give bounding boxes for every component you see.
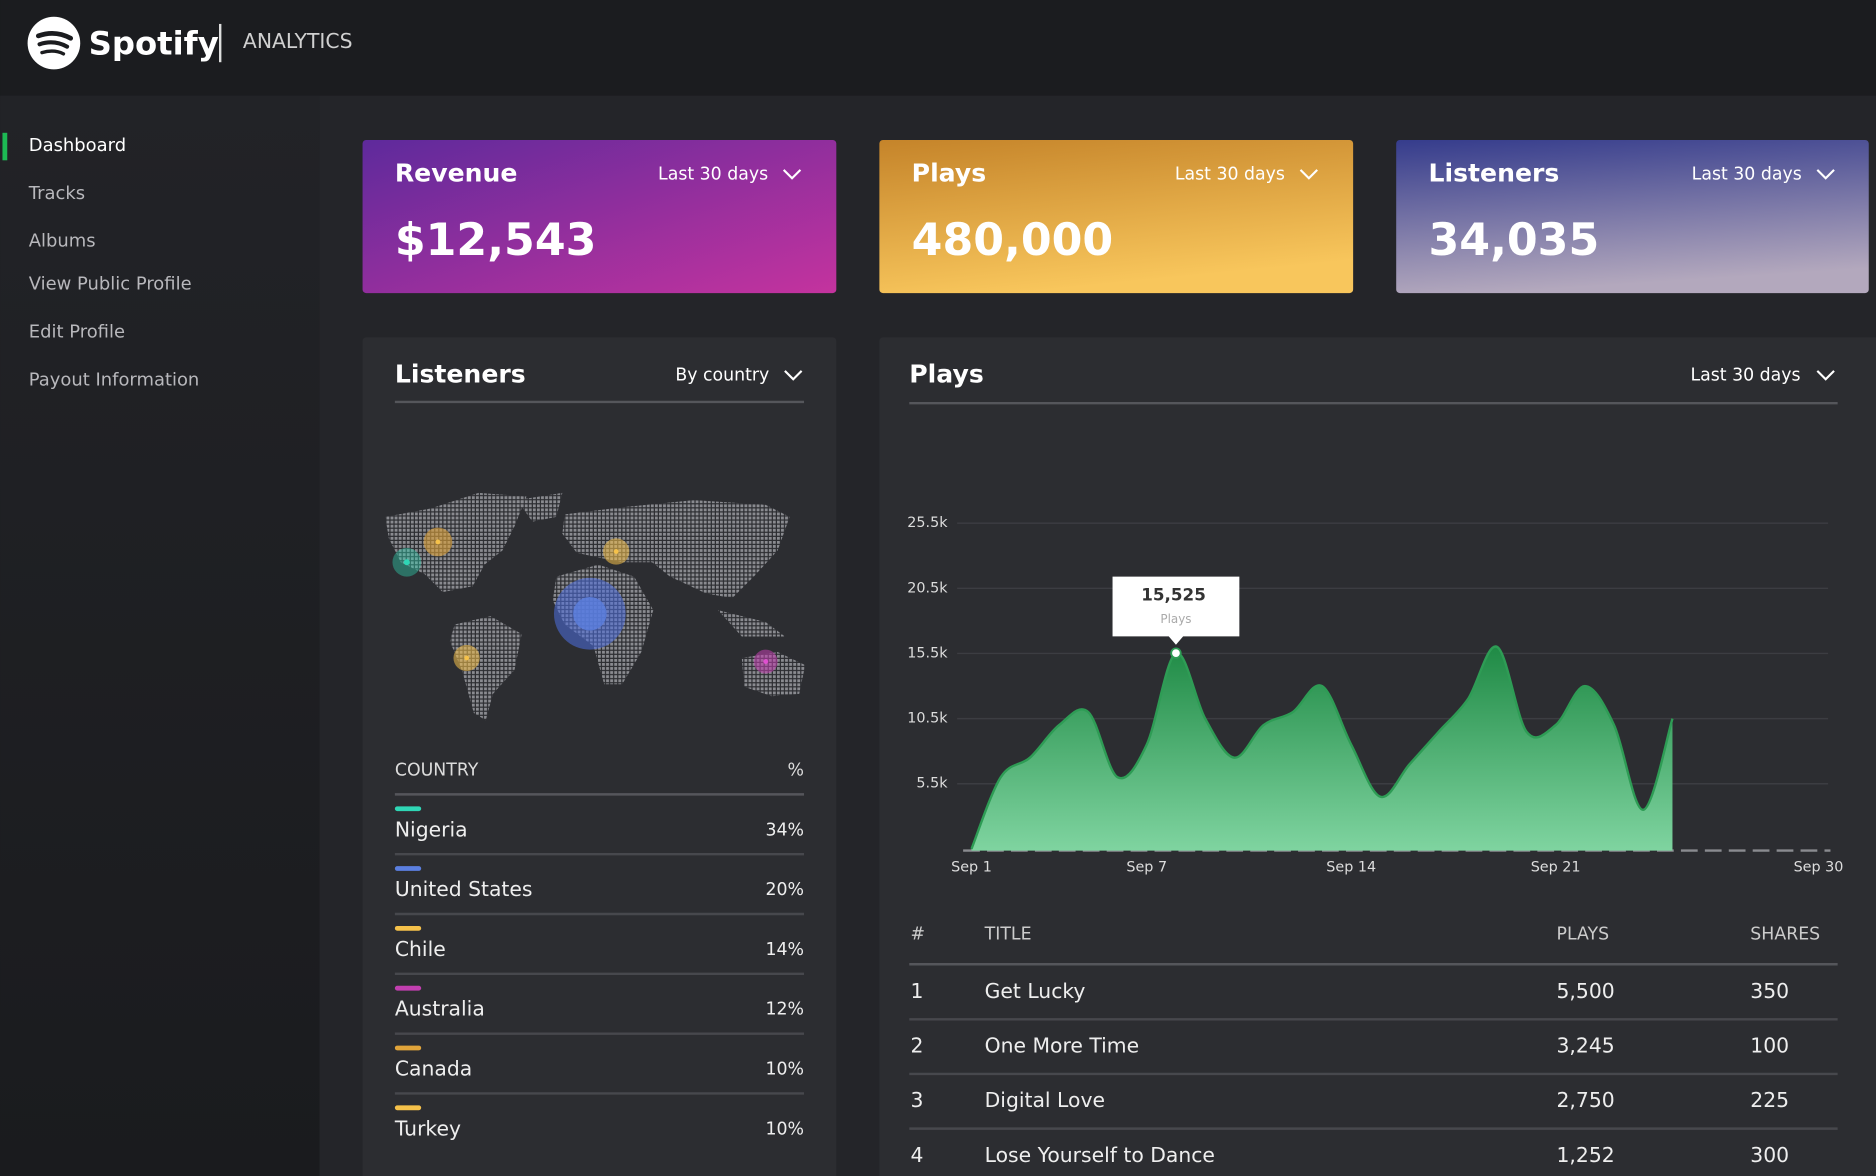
panel-filter: Last 30 days bbox=[1690, 366, 1800, 386]
y-tick-label: 20.5k bbox=[907, 580, 948, 596]
country-name: Canada bbox=[395, 1057, 472, 1081]
track-cell: 100 bbox=[1750, 1033, 1789, 1057]
logo bbox=[27, 16, 81, 70]
track-cell: 1 bbox=[910, 979, 923, 1003]
track-cell: 4 bbox=[910, 1143, 923, 1167]
country-name: Nigeria bbox=[395, 817, 468, 841]
card bbox=[1396, 139, 1869, 294]
card-period: Last 30 days bbox=[658, 165, 768, 185]
nav-item: Albums bbox=[29, 231, 96, 252]
country-share: 12% bbox=[765, 1000, 804, 1020]
country-name: Turkey bbox=[394, 1116, 461, 1140]
column-header: PLAYS bbox=[1557, 924, 1610, 944]
card-period: Last 30 days bbox=[1175, 165, 1285, 185]
country-color bbox=[394, 925, 422, 931]
track-cell: 2,750 bbox=[1557, 1088, 1615, 1112]
map-bubbles bbox=[392, 527, 778, 674]
country-name: United States bbox=[395, 877, 533, 901]
country-color bbox=[394, 806, 422, 812]
nav-item: View Public Profile bbox=[29, 274, 192, 295]
card bbox=[362, 139, 837, 294]
tooltip-caption: Plays bbox=[1160, 612, 1191, 626]
panel-title: Plays bbox=[909, 360, 984, 389]
card-value: 34,035 bbox=[1428, 215, 1599, 266]
section: ANALYTICS bbox=[243, 29, 353, 53]
point bbox=[1170, 647, 1182, 659]
nav-item: Edit Profile bbox=[29, 322, 125, 343]
country-share: 10% bbox=[765, 1119, 804, 1139]
x-tick-label: Sep 21 bbox=[1531, 859, 1581, 875]
sidebar bbox=[0, 95, 320, 1176]
track-cell: One More Time bbox=[985, 1033, 1139, 1057]
track-cell: 3 bbox=[910, 1088, 923, 1112]
y-tick-label: 10.5k bbox=[907, 711, 948, 727]
x-tick-label: Sep 30 bbox=[1794, 859, 1844, 875]
track-cell: 1,252 bbox=[1557, 1143, 1615, 1167]
chevron bbox=[784, 370, 803, 381]
track-cell: 350 bbox=[1750, 979, 1789, 1003]
panel-title: Listeners bbox=[395, 360, 526, 389]
panel-filter: By country bbox=[675, 366, 769, 386]
country-share: 34% bbox=[765, 820, 804, 840]
nav-item: Tracks bbox=[28, 183, 85, 204]
nav-item: Payout Information bbox=[29, 369, 200, 390]
active-indicator bbox=[2, 132, 8, 161]
tooltip-value: 15,525 bbox=[1141, 585, 1206, 605]
track-cell: 5,500 bbox=[1557, 979, 1615, 1003]
card-title: Listeners bbox=[1428, 159, 1559, 188]
x-tick-label: Sep 7 bbox=[1126, 859, 1167, 875]
listeners-panel bbox=[362, 337, 837, 1176]
plays-panel bbox=[879, 337, 1876, 1176]
column-header: TITLE bbox=[984, 924, 1032, 944]
x-tick-label: Sep 1 bbox=[951, 859, 992, 875]
chevron bbox=[782, 169, 802, 180]
y-tick-label: 15.5k bbox=[907, 645, 948, 661]
card bbox=[879, 139, 1354, 294]
tooltip bbox=[1112, 576, 1240, 645]
country-name: Australia bbox=[395, 997, 485, 1021]
track-cell: 3,245 bbox=[1557, 1033, 1615, 1057]
card-period: Last 30 days bbox=[1692, 165, 1802, 185]
x-tick-label: Sep 14 bbox=[1326, 859, 1376, 875]
brand: Spotify bbox=[89, 24, 219, 62]
country-color bbox=[394, 1105, 422, 1111]
country-name: Chile bbox=[395, 937, 446, 961]
y-tick-label: 25.5k bbox=[907, 515, 948, 531]
track-cell: Get Lucky bbox=[985, 979, 1086, 1003]
area bbox=[971, 646, 1673, 851]
column-header: % bbox=[788, 760, 804, 780]
nav-item: Dashboard bbox=[29, 135, 126, 156]
y-tick-label: 5.5k bbox=[916, 776, 948, 792]
country-share: 20% bbox=[765, 880, 804, 900]
country-color bbox=[394, 985, 422, 991]
track-cell: Lose Yourself to Dance bbox=[985, 1143, 1215, 1167]
track-cell: 2 bbox=[910, 1033, 923, 1057]
chevron bbox=[1299, 169, 1319, 180]
chevron bbox=[1816, 169, 1835, 180]
column-header: SHARES bbox=[1750, 924, 1820, 944]
column-header: # bbox=[910, 924, 925, 944]
track-cell: 300 bbox=[1750, 1143, 1789, 1167]
country-share: 14% bbox=[765, 940, 804, 960]
card-title: Plays bbox=[912, 159, 987, 188]
chevron bbox=[1816, 370, 1835, 381]
line bbox=[970, 645, 1674, 850]
world-map bbox=[385, 492, 806, 721]
card-title: Revenue bbox=[395, 159, 518, 188]
track-cell: 225 bbox=[1750, 1088, 1789, 1112]
column-header: COUNTRY bbox=[395, 760, 479, 780]
card-value: $12,543 bbox=[395, 215, 597, 266]
country-share: 10% bbox=[765, 1060, 804, 1080]
country-color bbox=[394, 1045, 422, 1051]
track-cell: Digital Love bbox=[985, 1088, 1105, 1112]
card-value: 480,000 bbox=[912, 215, 1114, 266]
country-color bbox=[394, 866, 422, 871]
